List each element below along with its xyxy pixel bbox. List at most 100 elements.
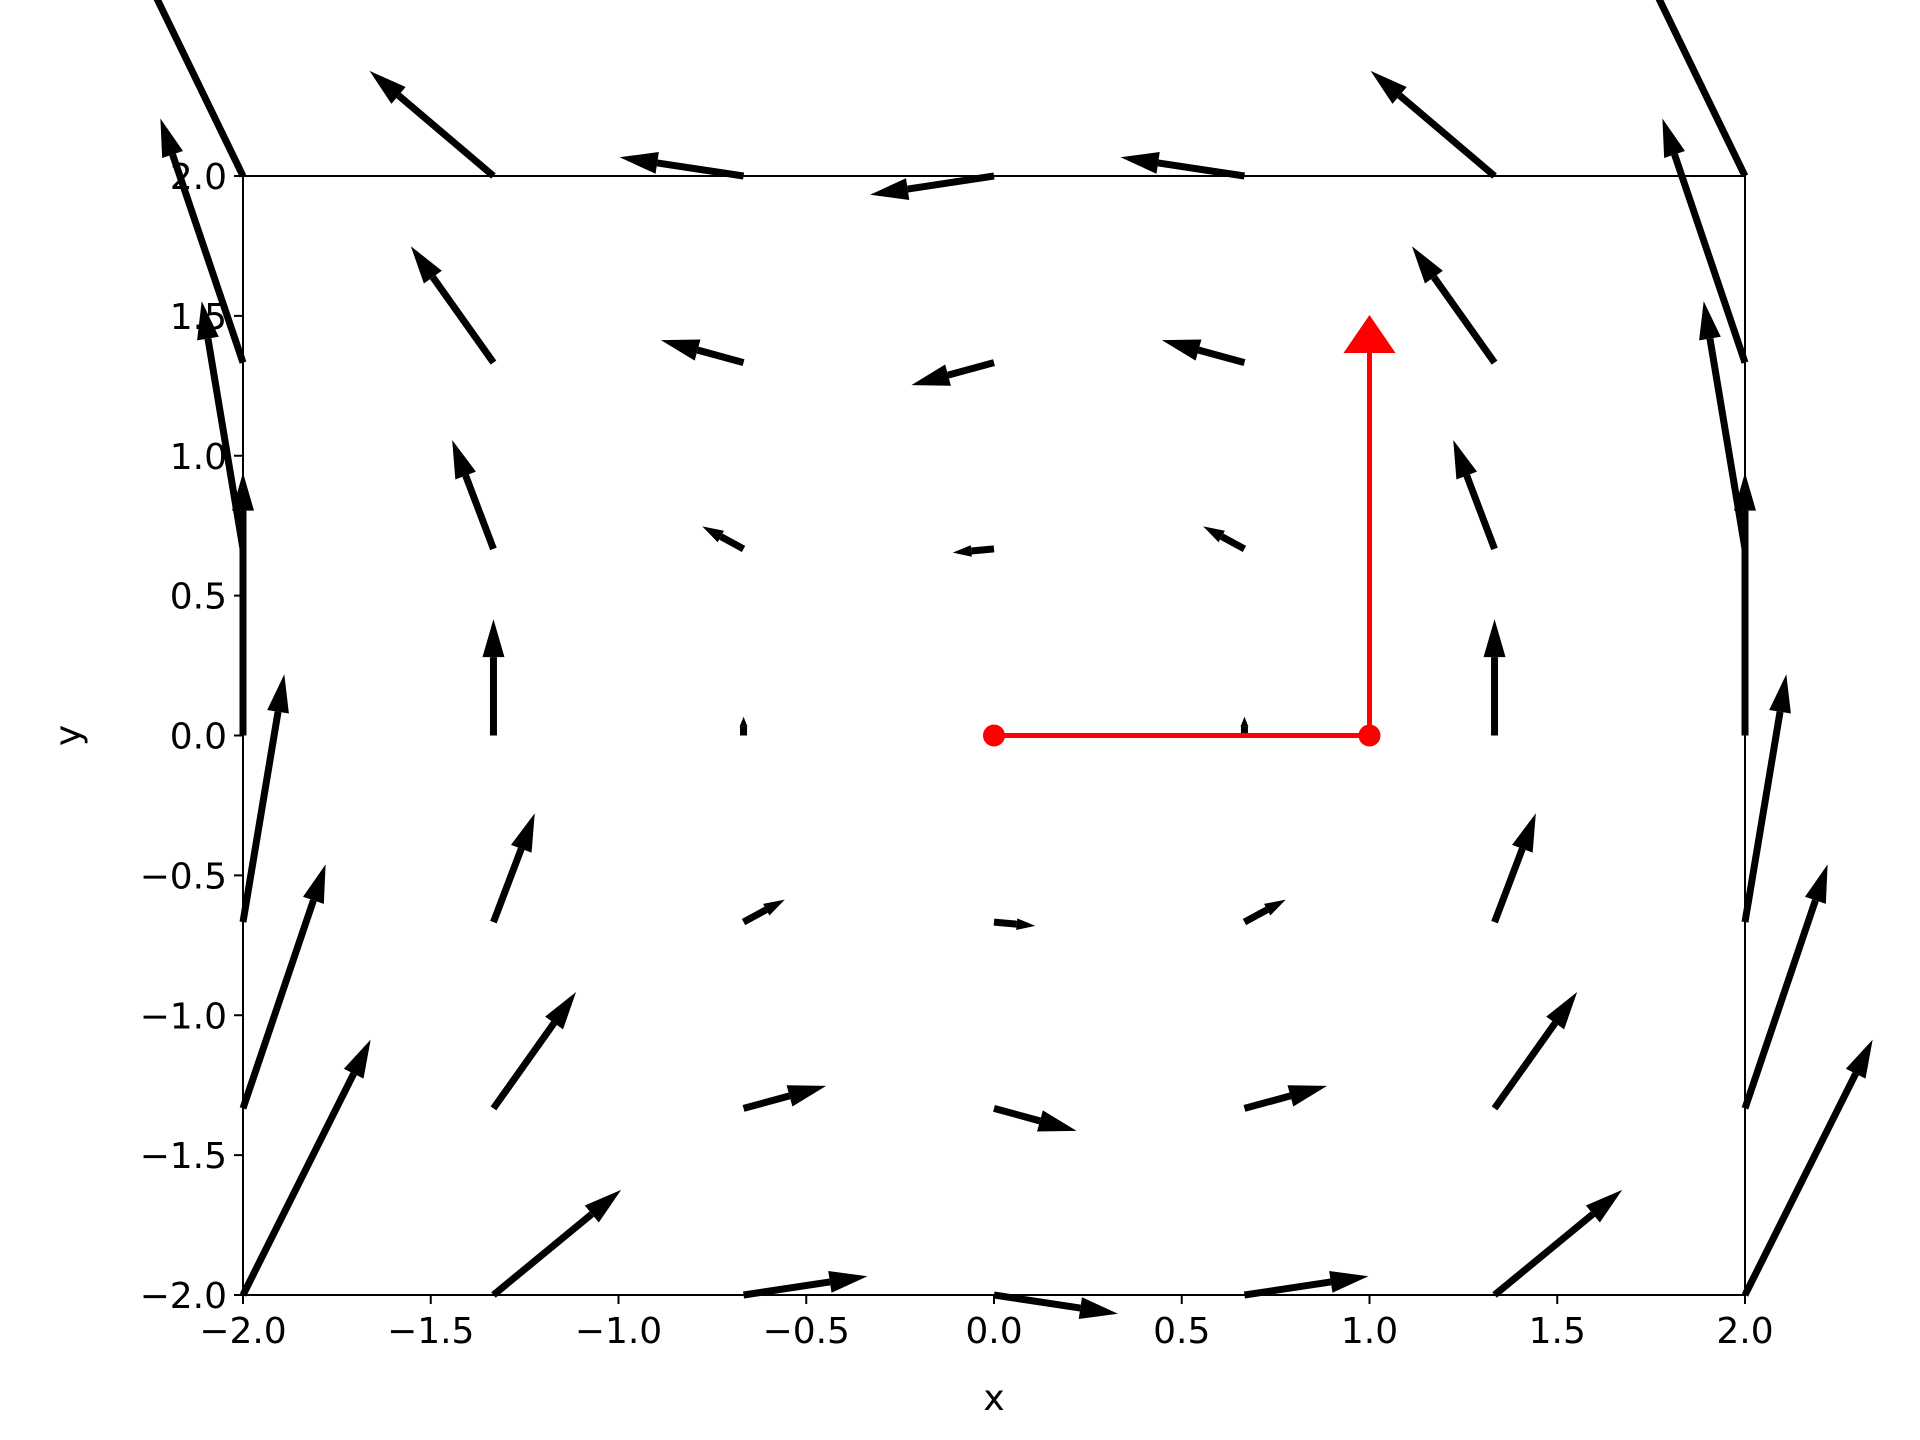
field-arrow-shaft [1220, 533, 1247, 552]
field-arrow-shaft [1243, 1278, 1332, 1299]
field-arrow-shaft [1492, 1211, 1596, 1298]
field-arrow-shaft [696, 346, 745, 366]
x-tick-label: −2.0 [199, 1311, 286, 1352]
field-arrow [490, 992, 577, 1111]
field-arrow-shaft [239, 899, 317, 1110]
field-arrow-shaft [1431, 275, 1498, 365]
field-arrow-shaft [742, 1092, 791, 1112]
field-arrow-shaft [1463, 474, 1498, 551]
field-arrow-head [739, 716, 748, 727]
field-arrow-head [1037, 1110, 1077, 1132]
field-arrow-head [1845, 1039, 1873, 1079]
field-arrow-head [619, 152, 659, 174]
field-arrow-head [584, 1189, 622, 1223]
x-axis-ticks: −2.0 −1.5 −1.0 −0.5 0.0 0.5 1.0 1.5 2.0 [199, 1295, 1774, 1352]
field-arrow [1492, 1189, 1623, 1298]
field-arrow [1203, 526, 1247, 552]
field-arrow-shaft [1243, 1092, 1292, 1112]
field-arrow-head [1546, 992, 1578, 1030]
field-arrow-head [1016, 918, 1036, 930]
field-arrow-head [1078, 1297, 1118, 1319]
field-arrow-shaft [491, 1211, 595, 1298]
field-arrow-head [197, 301, 219, 341]
field-arrow-head [452, 440, 476, 480]
field-arrow-head [786, 1085, 827, 1107]
field-arrow-shaft [1157, 159, 1245, 180]
field-arrow [239, 674, 289, 923]
field-arrow-head [482, 619, 505, 658]
field-arrow-shaft [204, 337, 247, 550]
field-arrow [1662, 118, 1749, 364]
field-arrow-shaft [1741, 1072, 1859, 1297]
field-arrow-head [1203, 526, 1225, 543]
field-arrow [1741, 1039, 1873, 1297]
field-arrow [1120, 152, 1245, 180]
field-arrow [1491, 992, 1578, 1111]
y-tick-label: −2.0 [140, 1276, 227, 1317]
red-arrow [1343, 314, 1396, 736]
field-arrow-shaft [490, 847, 525, 924]
field-arrow [1411, 246, 1498, 365]
field-arrow-shaft [1741, 711, 1784, 923]
field-arrow-shaft [743, 1278, 831, 1299]
field-arrow-head [1370, 70, 1407, 104]
field-arrow-head [511, 813, 535, 853]
field-arrow-head [160, 118, 183, 159]
field-arrow [870, 172, 995, 200]
field-arrow [369, 70, 496, 179]
y-tick-label: −1.5 [140, 1136, 227, 1177]
field-arrow-head [1769, 674, 1791, 714]
field-arrow-head [1161, 339, 1202, 361]
field-arrow-shaft [947, 359, 995, 379]
field-arrow-shaft [490, 1020, 557, 1111]
field-arrow-head [1240, 716, 1249, 727]
x-tick-label: 1.5 [1529, 1311, 1586, 1352]
field-arrow-head [952, 545, 972, 557]
field-arrow-head [660, 339, 701, 361]
field-arrow-shaft [993, 1291, 1081, 1312]
y-tick-label: −0.5 [140, 856, 227, 897]
field-arrow [1242, 899, 1286, 926]
vector-field [153, 0, 1873, 1319]
red-point-marker [1358, 724, 1381, 747]
field-arrow-shaft [1671, 153, 1749, 364]
field-arrow-shaft [1741, 899, 1819, 1110]
field-arrow-head [267, 674, 289, 714]
field-arrow [702, 526, 746, 552]
field-arrow [1741, 674, 1791, 923]
field-arrow-shaft [1491, 1020, 1559, 1111]
field-arrow-shaft [656, 159, 745, 180]
field-arrow-shaft [1197, 346, 1246, 366]
field-arrow [239, 1039, 371, 1297]
field-arrow [993, 1291, 1118, 1319]
field-arrow-head [1453, 440, 1477, 480]
field-arrow [993, 918, 1036, 930]
y-axis-label: y [48, 725, 89, 746]
field-arrow-shaft [169, 153, 247, 364]
field-arrow-head [1805, 864, 1828, 904]
field-arrow-shaft [239, 711, 282, 923]
field-arrow-shaft [1706, 337, 1749, 550]
field-arrow [482, 619, 505, 736]
x-axis-label: x [983, 1378, 1004, 1419]
field-arrow [1370, 70, 1497, 179]
axes: −2.0 −1.5 −1.0 −0.5 0.0 0.5 1.0 1.5 2.0 −2.0 −1.5… [48, 157, 1774, 1419]
field-arrow [739, 716, 748, 736]
field-arrow-head [303, 864, 326, 904]
red-overlay [983, 314, 1396, 747]
field-arrow-shaft [396, 92, 496, 179]
x-tick-label: −0.5 [763, 1311, 850, 1352]
field-arrow-shaft [993, 1105, 1041, 1125]
field-arrow-head [1512, 813, 1536, 853]
field-arrow [197, 301, 247, 550]
x-tick-label: 2.0 [1716, 1311, 1773, 1352]
field-arrow [239, 864, 326, 1110]
field-arrow-shaft [153, 0, 247, 178]
x-tick-label: 1.0 [1341, 1311, 1398, 1352]
field-arrow-head [369, 70, 406, 104]
y-tick-label: 0.0 [170, 717, 227, 758]
field-arrow-head [1585, 1189, 1623, 1223]
x-tick-label: −1.5 [387, 1311, 474, 1352]
